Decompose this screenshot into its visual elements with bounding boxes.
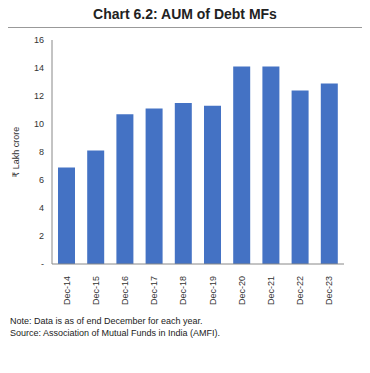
svg-text:Dec-14: Dec-14 [62,276,72,305]
svg-text:Dec-17: Dec-17 [149,276,159,305]
svg-text:6: 6 [39,175,44,185]
svg-text:Dec-15: Dec-15 [91,276,101,305]
svg-text:4: 4 [39,203,44,213]
svg-text:Dec-18: Dec-18 [178,276,188,305]
html-text:Note: Data is as of end Decemb: Note: Data is as of end December for eac… [10,316,203,326]
svg-text:-: - [41,259,44,269]
html-text:Chart 6.2: AUM of Debt MFs: Chart 6.2: AUM of Debt MFs [93,6,277,22]
svg-text:12: 12 [34,91,44,101]
svg-text:₹ Lakh crore: ₹ Lakh crore [11,127,21,178]
html-text:Source: Association of Mutual: Source: Association of Mutual Funds in I… [10,328,221,338]
svg-text:Dec-20: Dec-20 [237,276,247,305]
svg-text:10: 10 [34,119,44,129]
svg-text:Dec-16: Dec-16 [120,276,130,305]
svg-text:8: 8 [39,147,44,157]
svg-text:2: 2 [39,231,44,241]
svg-text:16: 16 [34,35,44,45]
svg-text:Dec-22: Dec-22 [295,276,305,305]
svg-text:Dec-23: Dec-23 [324,276,334,305]
svg-text:14: 14 [34,63,44,73]
svg-text:Dec-19: Dec-19 [208,276,218,305]
svg-text:Dec-21: Dec-21 [266,276,276,305]
